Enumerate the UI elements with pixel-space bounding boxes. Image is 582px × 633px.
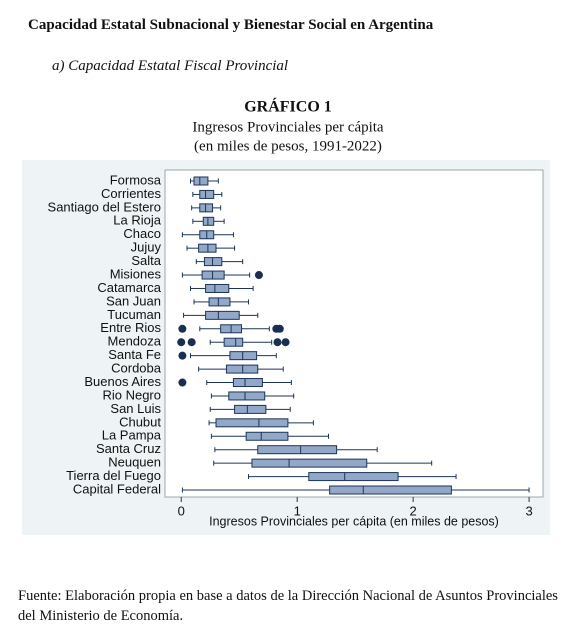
y-tick-label: Santa Cruz [96, 441, 161, 456]
box [232, 378, 263, 388]
outlier [275, 324, 284, 333]
y-tick-label: Santa Fe [108, 347, 161, 362]
x-tick-label: 2 [410, 503, 417, 518]
y-tick-label: Catamarca [97, 280, 161, 295]
y-tick-label: Formosa [110, 172, 162, 187]
outlier [187, 338, 196, 347]
box [202, 216, 215, 226]
x-axis-label: Ingresos Provinciales per cápita (en mil… [209, 514, 499, 528]
y-tick-label: Buenos Aires [84, 374, 161, 389]
source-note: Fuente: Elaboración propia en base a dat… [18, 588, 558, 624]
outlier [281, 338, 290, 347]
y-tick-label: Rio Negro [102, 387, 161, 402]
box [193, 176, 209, 186]
box [308, 472, 399, 482]
box [199, 203, 214, 213]
chart: GRÁFICO 1 Ingresos Provinciales per cápi… [22, 97, 550, 535]
x-tick-label: 3 [525, 503, 532, 518]
y-tick-label: Santiago del Estero [48, 199, 161, 214]
y-tick-label: Tierra del Fuego [66, 468, 161, 483]
box [245, 431, 289, 441]
y-tick-label: Misiones [110, 266, 162, 281]
y-tick-label: La Pampa [102, 428, 162, 443]
y-tick-label: Salta [131, 253, 161, 268]
y-tick-label: Mendoza [108, 334, 162, 349]
chart-title: Ingresos Provinciales per cápita [192, 119, 384, 135]
box [257, 445, 338, 455]
y-tick-label: Corrientes [101, 186, 161, 201]
y-tick-label: Cordoba [111, 361, 162, 376]
box [329, 485, 452, 495]
chart-label: GRÁFICO 1 [244, 97, 332, 116]
box [234, 404, 267, 414]
box [228, 391, 266, 401]
outlier [273, 338, 282, 347]
box [198, 243, 217, 253]
y-tick-label: Entre Rios [100, 320, 161, 335]
y-tick-label: La Rioja [113, 213, 161, 228]
y-tick-label: San Luis [110, 401, 161, 416]
box [251, 458, 368, 468]
y-tick-label: Neuquen [108, 455, 161, 470]
y-tick-label: Chaco [123, 226, 161, 241]
box [225, 364, 259, 374]
plot-region [164, 169, 544, 498]
doc-title: Capacidad Estatal Subnacional y Bienesta… [28, 17, 434, 33]
y-tick-label: Chubut [119, 414, 161, 429]
x-tick-label: 0 [178, 503, 185, 518]
box [205, 310, 240, 320]
box [215, 418, 289, 428]
outlier [178, 324, 187, 333]
y-tick-label: Tucuman [107, 307, 161, 322]
y-tick-label: San Juan [106, 293, 161, 308]
chart-subtitle: (en miles de pesos, 1991-2022) [194, 138, 382, 154]
outlier [178, 378, 187, 387]
outlier [177, 338, 186, 347]
x-tick-label: 1 [294, 503, 301, 518]
outlier [178, 351, 187, 360]
outlier [254, 271, 263, 280]
box [205, 283, 230, 293]
box [208, 297, 231, 307]
y-tick-label: Jujuy [131, 240, 162, 255]
box [199, 189, 215, 199]
box [201, 270, 225, 280]
box [229, 351, 258, 361]
box [223, 337, 244, 347]
doc-subtitle: a) Capacidad Estatal Fiscal Provincial [52, 58, 289, 74]
y-tick-label: Capital Federal [73, 481, 161, 496]
box [203, 257, 223, 267]
